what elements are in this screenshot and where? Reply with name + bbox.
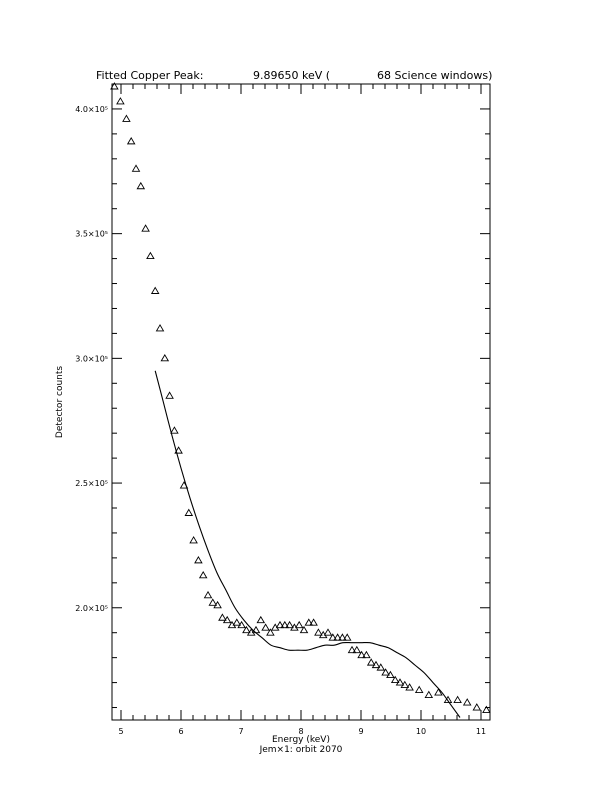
data-point-triangle	[400, 680, 410, 689]
data-point-triangle	[237, 620, 246, 629]
data-point-triangle	[434, 688, 443, 696]
x-axis-title: Energy (keV)	[272, 735, 330, 745]
data-point-triangle	[280, 620, 290, 629]
data-point-triangle	[222, 615, 232, 624]
y-tick-label: 3.0×10⁵	[75, 354, 108, 363]
data-point-triangle	[453, 695, 462, 703]
data-point-triangle	[165, 391, 174, 399]
y-tick-label: 3.5×10⁵	[75, 230, 108, 239]
y-tick-label: 4.0×10⁵	[75, 105, 108, 114]
data-point-triangle	[242, 625, 251, 634]
data-point-triangle	[482, 705, 491, 713]
data-point-triangle	[352, 645, 362, 654]
data-point-triangle	[184, 508, 194, 516]
data-point-triangle	[333, 633, 342, 641]
data-point-triangle	[136, 181, 146, 190]
data-point-triangle	[443, 695, 453, 703]
data-point-triangle	[203, 590, 213, 599]
data-point-triangle	[405, 683, 414, 691]
x-tick-label: 11	[476, 727, 486, 736]
data-point-triangle	[198, 570, 208, 579]
y-tick-label: 2.0×10⁵	[75, 604, 108, 613]
x-tick-label: 5	[118, 727, 123, 736]
data-point-triangle	[261, 623, 270, 631]
data-point-triangle	[357, 650, 366, 659]
x-tick-label: 10	[416, 727, 426, 736]
data-point-triangle	[299, 625, 309, 634]
data-points-layer	[110, 82, 491, 713]
data-point-triangle	[366, 658, 376, 666]
data-point-triangle	[424, 690, 434, 699]
footer-orbit-label: Jem×1: orbit 2070	[259, 745, 343, 755]
data-point-triangle	[116, 97, 125, 105]
data-point-triangle	[122, 114, 131, 122]
data-point-triangle	[395, 678, 405, 686]
data-point-triangle	[232, 618, 242, 626]
data-point-triangle	[131, 164, 141, 172]
data-point-triangle	[304, 618, 314, 626]
x-tick-label: 7	[238, 727, 243, 736]
data-point-triangle	[194, 555, 203, 564]
data-point-triangle	[309, 618, 318, 626]
data-point-triangle	[328, 633, 338, 641]
data-point-triangle	[110, 82, 119, 90]
y-axis-title: Detector counts	[55, 366, 65, 438]
data-point-triangle	[376, 663, 386, 671]
y-tick-label: 2.5×10⁵	[75, 479, 108, 488]
data-point-triangle	[362, 650, 371, 659]
data-point-triangle	[208, 598, 218, 606]
x-axis-ticks: 5 6 7 8 9 10 11	[118, 84, 486, 736]
y-axis-ticks: 2.0×10⁵ 2.5×10⁵ 3.0×10⁵ 3.5×10⁵ 4.0×10⁵	[75, 83, 490, 709]
data-point-triangle	[462, 698, 472, 706]
data-point-triangle	[160, 353, 170, 362]
data-point-triangle	[218, 613, 227, 621]
data-point-triangle	[155, 324, 165, 332]
data-point-triangle	[342, 633, 352, 641]
fit-curve-layer	[154, 370, 461, 718]
x-tick-label: 6	[178, 727, 183, 736]
data-point-triangle	[381, 668, 390, 676]
data-point-triangle	[213, 600, 222, 609]
chart-title-value: 9.89650 keV (	[253, 69, 330, 82]
data-point-triangle	[472, 703, 482, 711]
data-point-triangle	[275, 620, 285, 629]
data-point-triangle	[414, 685, 424, 694]
data-point-triangle	[256, 615, 266, 624]
chart-title-windows: 68 Science windows)	[377, 69, 492, 82]
data-point-triangle	[146, 251, 155, 260]
data-point-triangle	[314, 628, 323, 636]
x-tick-label: 9	[358, 727, 363, 736]
data-point-triangle	[251, 625, 261, 634]
data-point-triangle	[347, 645, 357, 654]
data-point-triangle	[170, 426, 179, 434]
data-point-triangle	[323, 628, 333, 636]
data-point-triangle	[126, 136, 136, 145]
data-point-triangle	[386, 670, 395, 679]
data-point-triangle	[174, 446, 183, 454]
data-point-triangle	[141, 224, 150, 232]
data-point-triangle	[294, 620, 304, 629]
data-point-triangle	[150, 286, 160, 294]
data-point-triangle	[266, 628, 275, 636]
data-point-triangle	[285, 620, 294, 629]
data-point-triangle	[189, 536, 198, 544]
data-point-triangle	[338, 633, 347, 641]
data-point-triangle	[179, 481, 189, 489]
data-point-triangle	[390, 675, 400, 684]
data-point-triangle	[371, 660, 381, 669]
chart-title-label: Fitted Copper Peak:	[96, 69, 203, 82]
x-tick-label: 8	[298, 727, 303, 736]
fit-curve-line	[154, 370, 461, 718]
